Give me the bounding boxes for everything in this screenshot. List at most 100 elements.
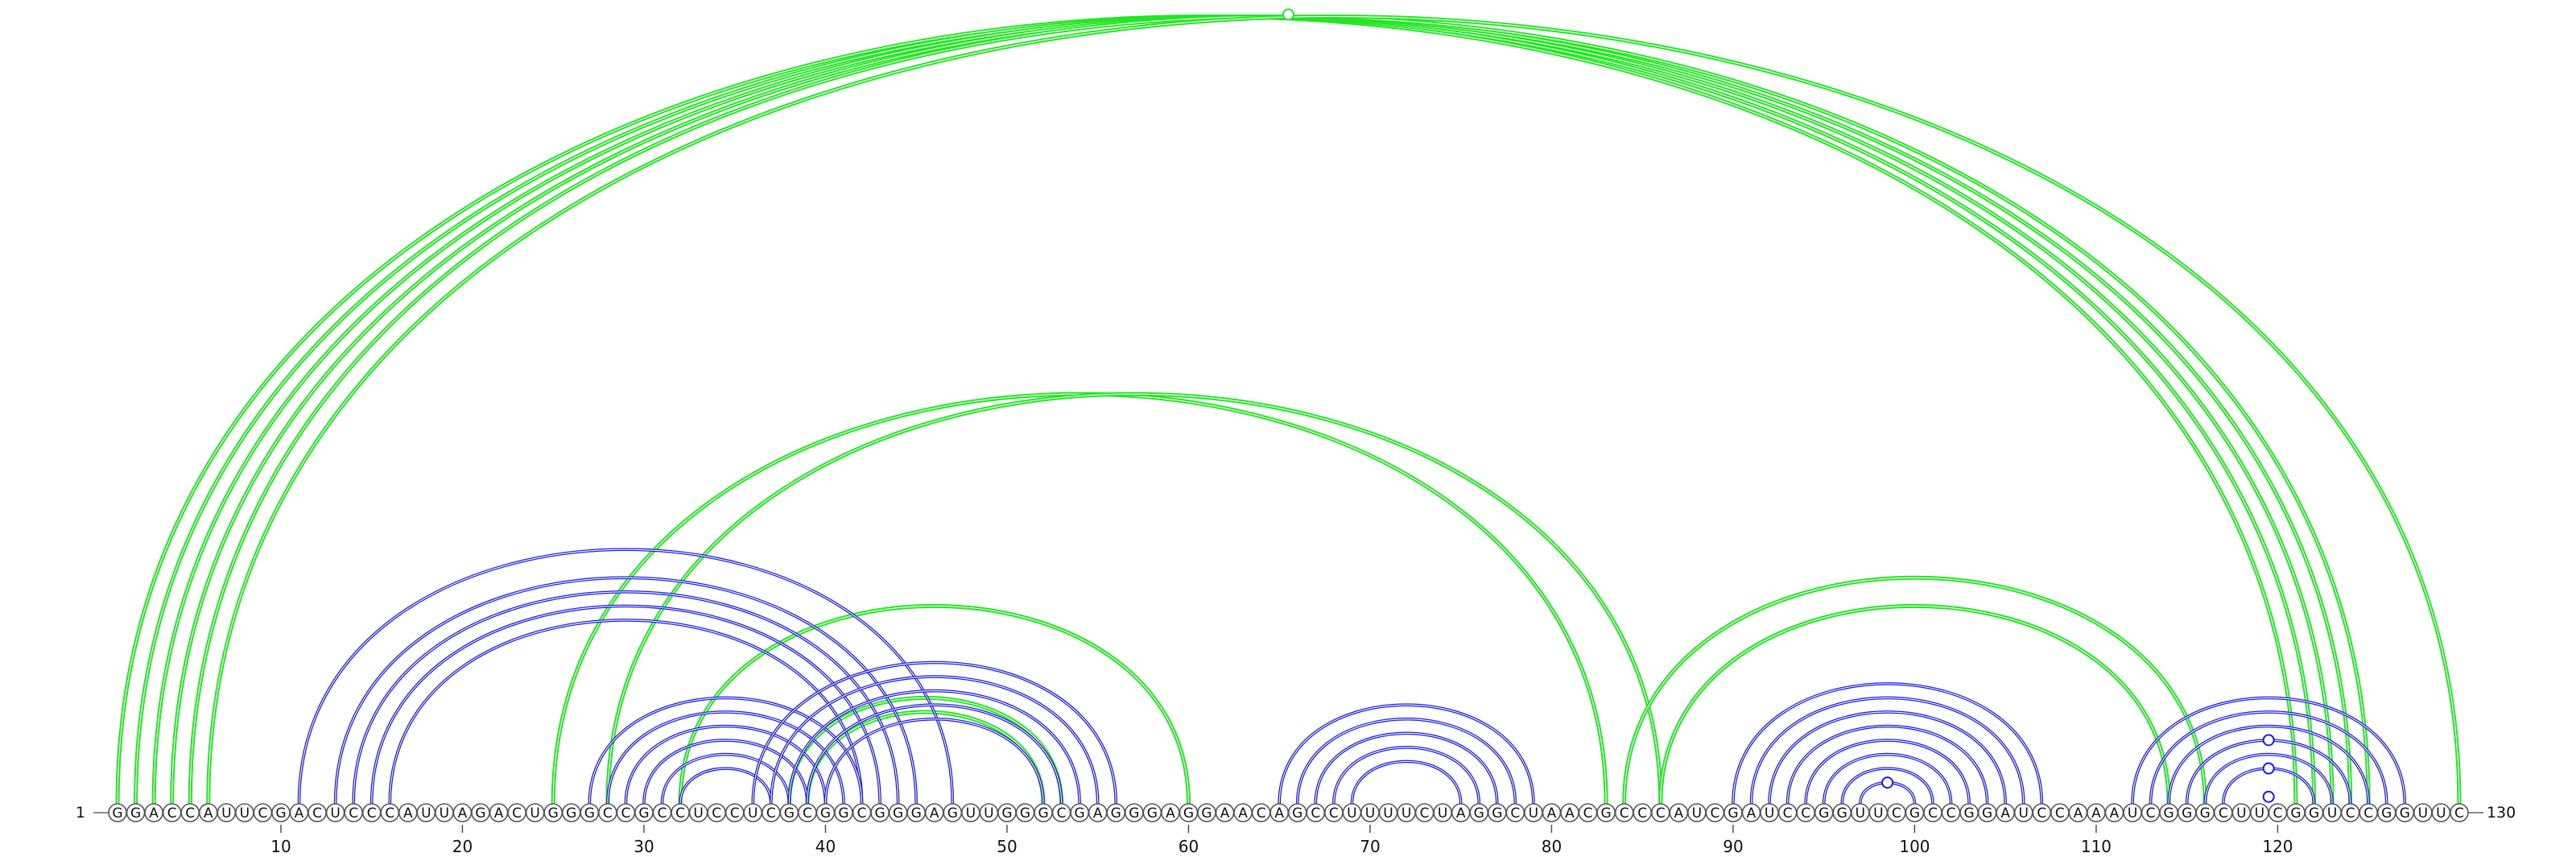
nucleotide-letter: U	[2236, 805, 2246, 822]
nucleotide: C	[652, 803, 672, 822]
nucleotide: C	[671, 803, 690, 822]
nucleotide-letter: G	[130, 805, 141, 822]
pair-marker	[2262, 734, 2275, 747]
nucleotide-letter: C	[167, 805, 177, 822]
nucleotide-letter: G	[1474, 805, 1484, 822]
tick-label: 60	[1179, 837, 1199, 856]
nucleotide-letter: A	[1166, 805, 1175, 822]
nucleotide-letter: G	[1183, 805, 1194, 822]
tick-label: 90	[1723, 837, 1743, 856]
base-pair-arc	[369, 604, 881, 805]
nucleotide-letter: C	[1637, 805, 1647, 822]
nucleotide-letter: G	[638, 805, 649, 822]
tick-label: 40	[815, 837, 836, 856]
nucleotide-letter: U	[1402, 805, 1411, 822]
nucleotide: G	[1034, 803, 1053, 822]
nucleotide-letter: A	[1547, 805, 1557, 822]
base-pair-arc-inner	[1660, 605, 2169, 805]
nucleotide: G	[1905, 803, 1925, 822]
base-pair-arc	[1350, 760, 1463, 805]
nucleotide: C	[2050, 803, 2070, 822]
nucleotide: G	[1106, 803, 1126, 822]
nucleotide: G	[1287, 803, 1307, 822]
nucleotide-letter: C	[1946, 805, 1956, 822]
nucleotide-letter: C	[1311, 805, 1320, 822]
nucleotide-letter: U	[966, 805, 976, 822]
nucleotide: U	[325, 803, 345, 822]
nucleotide-letter: G	[911, 805, 922, 822]
nucleotide-letter: C	[185, 805, 195, 822]
nucleotide: G	[1197, 803, 1216, 822]
nucleotide-letter: A	[1456, 805, 1466, 822]
nucleotide: A	[398, 803, 418, 822]
nucleotide-letter: C	[675, 805, 685, 822]
nucleotide-circle	[2450, 803, 2469, 822]
nucleotide-letter: C	[1783, 805, 1793, 822]
tick-label: 10	[270, 837, 291, 856]
nucleotide: G	[1469, 803, 1489, 822]
start-label: 1	[76, 804, 85, 822]
nucleotide-letter: U	[1347, 805, 1356, 822]
nucleotide: G	[561, 803, 581, 822]
nucleotide: C	[1941, 803, 1961, 822]
nucleotide-letter: C	[349, 805, 358, 822]
nucleotide: C	[2032, 803, 2052, 822]
base-pair-arc-inner	[679, 605, 1189, 805]
nucleotide: U	[217, 803, 237, 822]
base-pair-arc-inner	[679, 768, 772, 805]
base-pair-arc	[588, 696, 864, 805]
nucleotide: C	[798, 803, 817, 822]
nucleotide: G	[2286, 803, 2306, 822]
nucleotide-letter: C	[1928, 805, 1938, 822]
nucleotide: C	[253, 803, 273, 822]
nucleotide-letter: C	[2037, 805, 2046, 822]
base-pair-arc-inner	[2150, 711, 2388, 805]
nucleotide-letter: G	[2200, 805, 2211, 822]
nucleotide: A	[1741, 803, 1761, 822]
nucleotide-letter: G	[2290, 805, 2301, 822]
base-pair-arc-inner	[298, 549, 953, 805]
nucleotide-letter: C	[730, 805, 740, 822]
nucleotide-letter: U	[221, 805, 231, 822]
tick-label: 30	[634, 837, 654, 856]
nucleotide: G	[1832, 803, 1852, 822]
nucleotide: G	[943, 803, 963, 822]
nucleotide: G	[1977, 803, 1997, 822]
nucleotide: U	[2013, 803, 2033, 822]
nucleotide: C	[162, 803, 182, 822]
nucleotide: A	[452, 803, 473, 822]
nucleotide: C	[1777, 803, 1798, 822]
base-pair-arc-inner	[1750, 698, 2025, 805]
base-pair-arc-inner	[661, 754, 790, 805]
nucleotide: A	[1215, 803, 1235, 822]
nucleotide: C	[2268, 803, 2288, 822]
nucleotide-letter: U	[2019, 805, 2029, 822]
nucleotide-letter: U	[440, 805, 449, 822]
nucleotide: G	[2376, 803, 2396, 822]
nucleotide: G	[1015, 803, 1035, 822]
nucleotide: A	[2104, 803, 2124, 822]
nucleotide: G	[2304, 803, 2324, 822]
nucleotide-letter: U	[2255, 805, 2264, 822]
nucleotide: U	[2322, 803, 2342, 822]
nucleotide-letter: G	[2381, 805, 2392, 822]
nucleotide: G	[108, 803, 127, 822]
nucleotide: C	[852, 803, 872, 822]
nucleotide: A	[2087, 803, 2106, 822]
nucleotide: G	[997, 803, 1017, 822]
base-pair-arc-inner	[788, 690, 1080, 805]
nucleotide-letter: G	[1020, 805, 1030, 822]
base-pair-arc-inner	[1351, 760, 1462, 805]
base-pair-arc-inner	[1315, 732, 1498, 805]
nucleotide-letter: A	[2110, 805, 2120, 822]
pair-marker	[1282, 8, 1294, 21]
base-pair-arc-inner	[1278, 704, 1534, 805]
nucleotide-letter: G	[566, 805, 576, 822]
nucleotide-letter: C	[603, 805, 613, 822]
nucleotide: U	[2413, 803, 2433, 822]
nucleotide-letter: C	[2055, 805, 2065, 822]
nucleotide: G	[1179, 803, 1199, 822]
nucleotide: U	[416, 803, 436, 822]
nucleotide-letter: G	[1964, 805, 1975, 822]
nucleotide-letter: G	[1292, 805, 1302, 822]
